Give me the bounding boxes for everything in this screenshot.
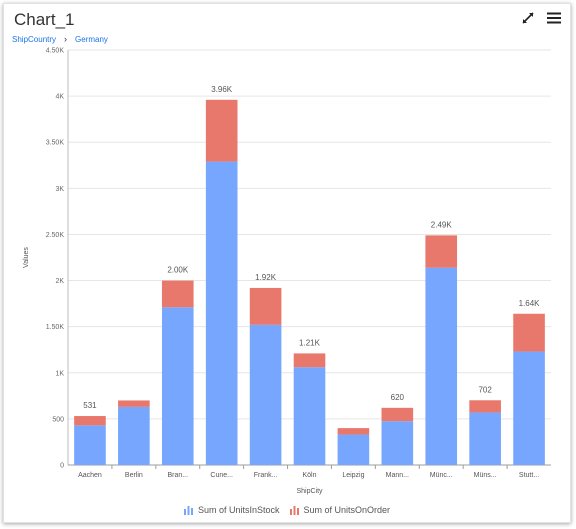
y-tick-label: 3K: [55, 186, 64, 193]
bar-total-label: 1.92K: [255, 273, 277, 282]
bar-units-in-stock[interactable]: [469, 412, 501, 465]
bar-units-on-order[interactable]: [249, 287, 282, 325]
bar-units-in-stock[interactable]: [381, 421, 414, 465]
y-tick-label: 2.50K: [46, 232, 65, 239]
bar-total-label: 620: [391, 393, 405, 402]
bar-units-on-order[interactable]: [337, 428, 370, 435]
bar-total-label: 1.64K: [519, 299, 541, 308]
bar-units-in-stock[interactable]: [205, 161, 238, 466]
x-tick-label: Leipzig: [342, 472, 364, 479]
breadcrumb-separator: ›: [64, 34, 68, 44]
bar-units-on-order[interactable]: [381, 407, 414, 422]
bar-units-in-stock[interactable]: [293, 367, 326, 465]
bar-units-in-stock[interactable]: [425, 267, 458, 465]
bar-units-on-order[interactable]: [161, 280, 194, 308]
bar-units-in-stock[interactable]: [337, 434, 370, 465]
bar-total-label: 2.49K: [431, 220, 453, 229]
y-tick-label: 1K: [55, 370, 64, 377]
y-tick-label: 1.50K: [46, 324, 65, 331]
legend-item-units-in-stock[interactable]: Sum of UnitsInStock: [183, 505, 280, 515]
bar-units-in-stock[interactable]: [161, 307, 194, 465]
bar-units-on-order[interactable]: [425, 235, 458, 268]
bar-total-label: 2.00K: [167, 266, 189, 275]
x-tick-label: Köln: [302, 472, 316, 479]
y-tick-label: 0: [60, 463, 64, 470]
y-tick-label: 2K: [55, 278, 64, 285]
breadcrumb-germany[interactable]: Germany: [75, 34, 108, 44]
expand-icon[interactable]: [520, 10, 536, 26]
bar-total-label: 3.96K: [211, 85, 233, 94]
y-axis-title: Values: [23, 247, 30, 268]
bar-units-on-order[interactable]: [118, 400, 150, 407]
toolbar: [520, 10, 562, 26]
legend-label-units-on-order: Sum of UnitsOnOrder: [303, 505, 391, 515]
bar-chart-icon: [289, 506, 299, 515]
bar-units-on-order[interactable]: [513, 313, 545, 352]
bar-chart-icon: [183, 506, 193, 515]
bar-units-on-order[interactable]: [205, 99, 238, 162]
breadcrumb: ShipCountry › Germany: [12, 33, 108, 45]
x-tick-label: Bran...: [167, 472, 188, 479]
x-tick-label: Frank...: [254, 472, 278, 479]
legend-item-units-on-order[interactable]: Sum of UnitsOnOrder: [289, 505, 391, 515]
bar-total-label: 531: [83, 401, 97, 410]
y-tick-label: 4.50K: [46, 48, 65, 55]
y-tick-label: 3.50K: [46, 140, 65, 147]
x-tick-label: Cune...: [210, 472, 233, 479]
chart-widget: Chart_1 ShipCountry › Germany 0 500 1K 1.50…: [3, 3, 571, 523]
x-tick-label: Stutt...: [519, 472, 539, 479]
y-tick-label: 500: [52, 416, 64, 423]
x-tick-label: Müns...: [474, 472, 497, 479]
legend-label-units-in-stock: Sum of UnitsInStock: [197, 505, 280, 515]
breadcrumb-shipcountry[interactable]: ShipCountry: [12, 34, 57, 44]
x-tick-label: Mann...: [386, 472, 409, 479]
menu-icon[interactable]: [546, 10, 562, 26]
bar-units-in-stock[interactable]: [249, 324, 282, 465]
chart-title: Chart_1: [14, 10, 75, 29]
x-tick-label: Aachen: [78, 472, 102, 479]
bar-units-on-order[interactable]: [74, 416, 106, 426]
stacked-bar-chart: 0 500 1K 1.50K 2K 2.50K 3K 3.50K 4K 4.50K 531 Aache…: [23, 48, 551, 495]
bar-units-in-stock[interactable]: [74, 425, 106, 465]
y-tick-label: 4K: [55, 94, 64, 101]
x-tick-label: Berlin: [125, 472, 143, 479]
x-tick-label: Münc...: [430, 472, 453, 479]
chart-legend: Sum of UnitsInStock Sum of UnitsOnOrder: [4, 505, 570, 515]
bar-units-in-stock[interactable]: [513, 351, 545, 465]
bar-total-label: 702: [478, 385, 492, 394]
bar-units-in-stock[interactable]: [118, 406, 150, 465]
x-axis-title: ShipCity: [296, 488, 323, 495]
bar-units-on-order[interactable]: [469, 400, 501, 413]
bar-units-on-order[interactable]: [293, 353, 326, 368]
bar-total-label: 1.21K: [299, 338, 321, 347]
